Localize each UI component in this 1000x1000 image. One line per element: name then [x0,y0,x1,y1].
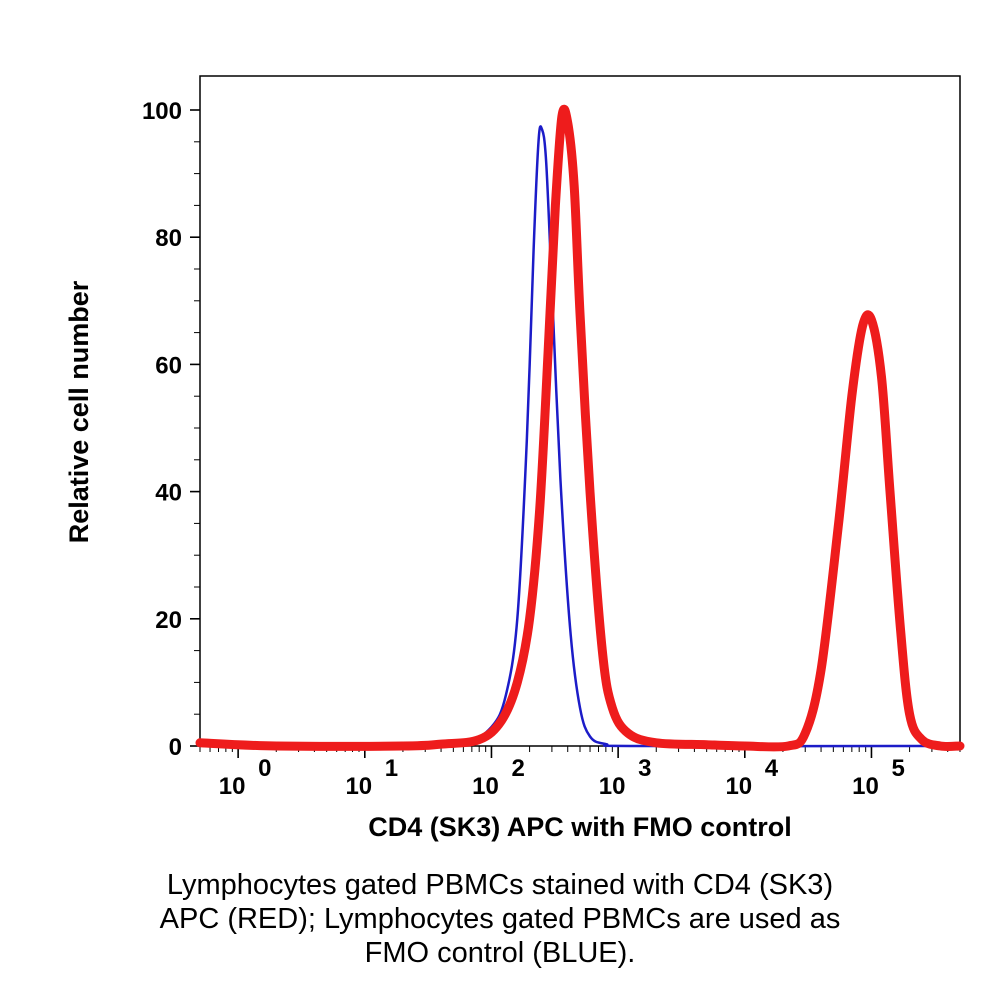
x-tick-label: 10 [725,773,752,800]
x-tick-exponent: 0 [258,755,271,782]
y-tick-label: 0 [169,734,182,761]
caption-line: APC (RED); Lymphocytes gated PBMCs are u… [159,903,841,935]
y-axis-title: Relative cell number [64,280,94,543]
y-tick-label: 60 [155,352,182,379]
plot-area [195,104,965,752]
x-tick-exponent: 5 [891,755,904,782]
y-tick-label: 100 [142,98,182,125]
x-axis: 10 0 10 1 10 2 10 3 10 4 10 5 [199,746,961,800]
x-tick-label: 10 [472,773,499,800]
x-tick-label: 10 [852,773,879,800]
y-axis: 0 20 40 60 80 100 [142,98,200,761]
y-tick-label: 20 [155,607,182,634]
x-tick-label: 10 [599,773,626,800]
caption-line: Lymphocytes gated PBMCs stained with CD4… [166,869,834,901]
series-line-red [195,104,965,752]
x-tick-label: 10 [345,773,372,800]
y-tick-label: 40 [155,480,182,507]
x-tick-exponent: 3 [638,755,651,782]
caption-line: FMO control (BLUE). [364,937,636,969]
x-tick-label: 10 [219,773,246,800]
x-tick-exponent: 2 [511,755,524,782]
caption: Lymphocytes gated PBMCs stained with CD4… [0,868,1000,970]
x-tick-exponent: 4 [765,755,779,782]
x-axis-title: CD4 (SK3) APC with FMO control [368,812,792,842]
y-tick-label: 80 [155,225,182,252]
x-tick-exponent: 1 [385,755,398,782]
